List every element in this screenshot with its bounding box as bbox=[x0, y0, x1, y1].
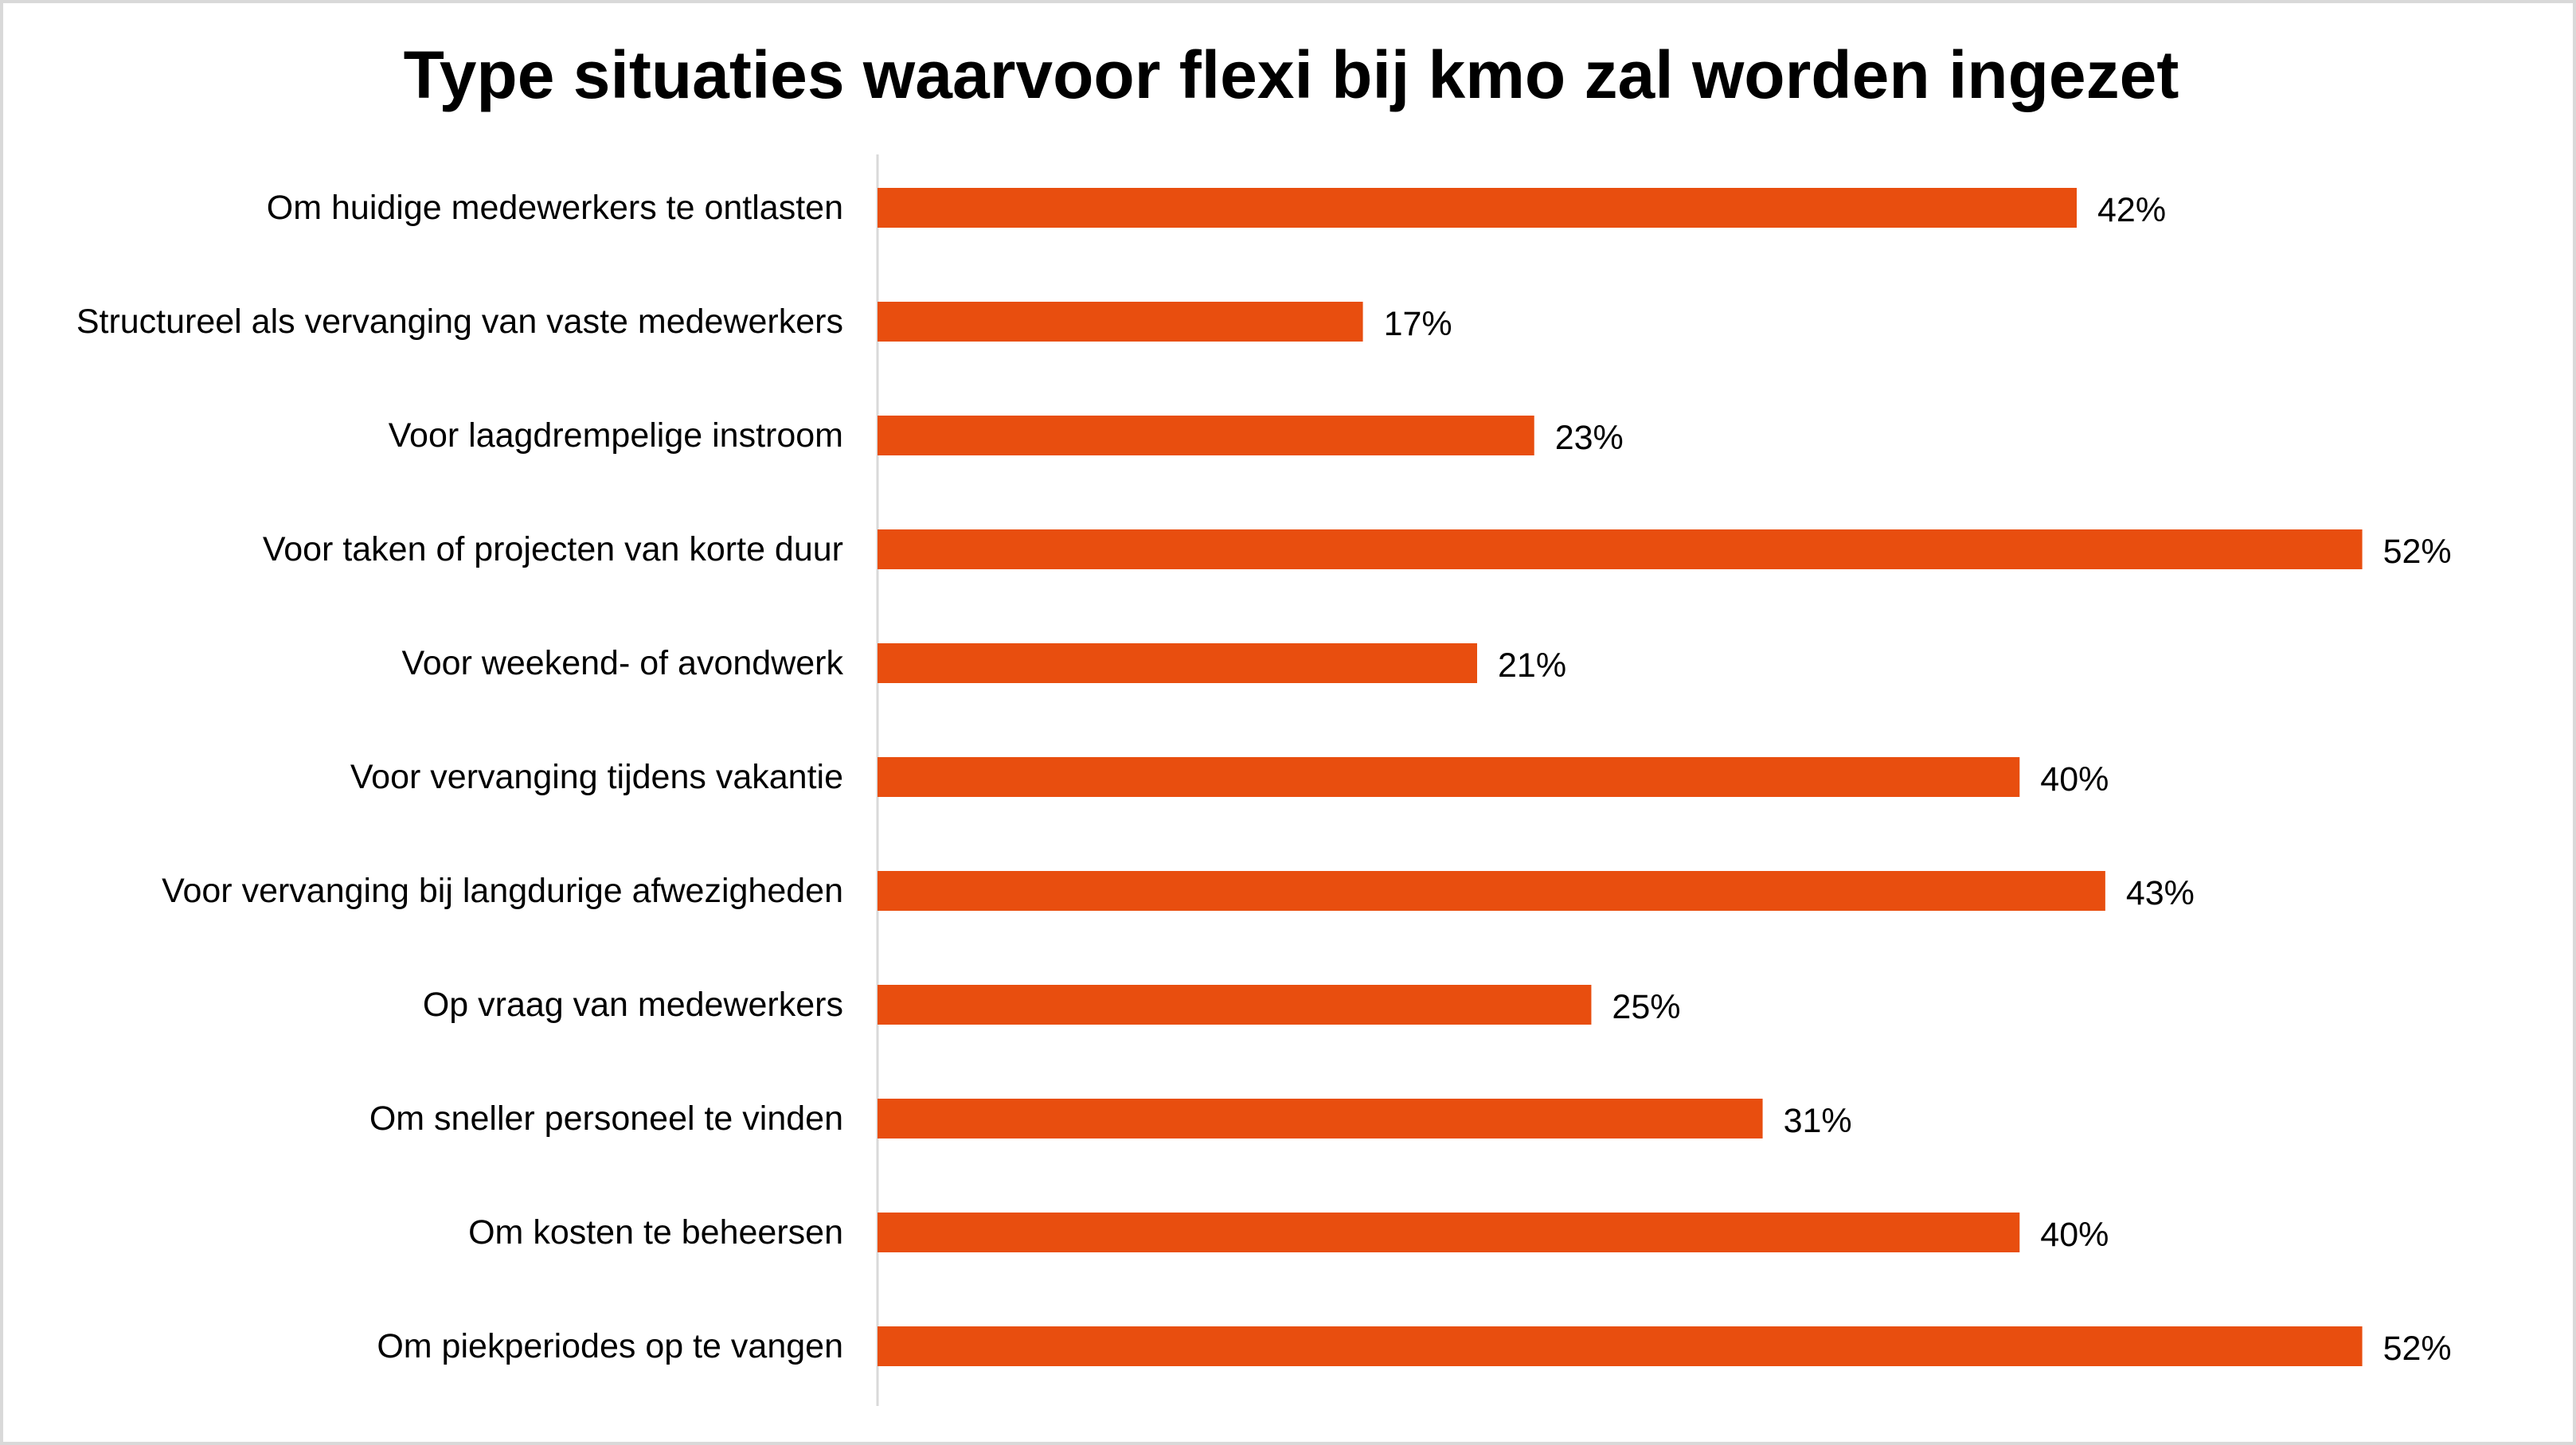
value-label-10: 40% bbox=[2040, 1216, 2109, 1254]
bar-1 bbox=[878, 188, 2077, 228]
category-label-7: Voor vervanging bij langdurige afwezighe… bbox=[162, 872, 843, 910]
value-label-5: 21% bbox=[1498, 646, 1566, 685]
bar-8 bbox=[878, 985, 1592, 1025]
bar-7 bbox=[878, 871, 2105, 911]
bar-11 bbox=[878, 1326, 2363, 1366]
value-label-3: 23% bbox=[1555, 419, 1624, 457]
category-label-10: Om kosten te beheersen bbox=[468, 1213, 843, 1252]
category-label-8: Op vraag van medewerkers bbox=[423, 986, 843, 1024]
bar-chart: Om huidige medewerkers te ontlasten Struc… bbox=[76, 154, 2452, 1406]
bars-group bbox=[878, 188, 2363, 1366]
value-label-4: 52% bbox=[2383, 533, 2452, 571]
value-label-8: 25% bbox=[1612, 988, 1680, 1026]
bar-6 bbox=[878, 757, 2020, 797]
bar-5 bbox=[878, 643, 1477, 683]
value-label-2: 17% bbox=[1384, 305, 1452, 343]
bar-3 bbox=[878, 416, 1534, 455]
category-label-1: Om huidige medewerkers te ontlasten bbox=[267, 189, 843, 227]
category-label-11: Om piekperiodes op te vangen bbox=[377, 1327, 843, 1365]
value-label-7: 43% bbox=[2126, 874, 2195, 912]
value-label-9: 31% bbox=[1784, 1102, 1852, 1140]
bar-4 bbox=[878, 529, 2363, 569]
chart-title: Type situaties waarvoor flexi bij kmo za… bbox=[403, 37, 2179, 112]
category-labels-group: Om huidige medewerkers te ontlasten Struc… bbox=[76, 189, 844, 1365]
bar-9 bbox=[878, 1099, 1763, 1138]
value-label-1: 42% bbox=[2097, 191, 2166, 229]
category-label-2: Structureel als vervanging van vaste med… bbox=[76, 303, 843, 341]
value-labels-group: 42% 17% 23% 52% 21% 40% 43% 25% 31% 40% 52% bbox=[1384, 191, 2452, 1368]
category-label-4: Voor taken of projecten van korte duur bbox=[263, 530, 843, 568]
bar-10 bbox=[878, 1213, 2020, 1252]
category-label-5: Voor weekend- of avondwerk bbox=[401, 644, 843, 682]
value-label-11: 52% bbox=[2383, 1330, 2452, 1368]
bar-2 bbox=[878, 302, 1363, 342]
category-label-6: Voor vervanging tijdens vakantie bbox=[350, 758, 843, 796]
value-label-6: 40% bbox=[2040, 760, 2109, 799]
category-label-9: Om sneller personeel te vinden bbox=[369, 1099, 843, 1138]
category-label-3: Voor laagdrempelige instroom bbox=[389, 416, 843, 455]
